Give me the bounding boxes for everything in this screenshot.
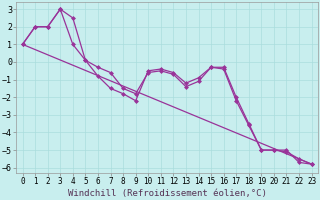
X-axis label: Windchill (Refroidissement éolien,°C): Windchill (Refroidissement éolien,°C)	[68, 189, 267, 198]
